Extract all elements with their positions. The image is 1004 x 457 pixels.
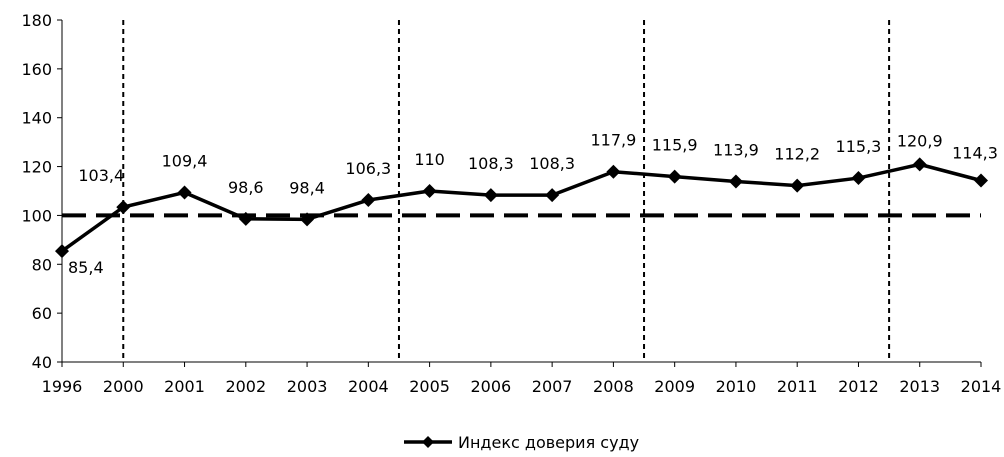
y-tick-label: 120 xyxy=(21,158,52,177)
data-label: 115,9 xyxy=(652,136,698,155)
data-label: 113,9 xyxy=(713,140,759,159)
data-point-marker xyxy=(912,157,927,172)
y-tick-label: 160 xyxy=(21,60,52,79)
x-tick-label: 2010 xyxy=(716,377,757,396)
data-label: 114,3 xyxy=(952,143,998,162)
x-tick-label: 2009 xyxy=(654,377,695,396)
chart-axes: 40 60 80 100 120 140 160 180 1996 2000 2001 2002 200… xyxy=(21,11,1001,396)
y-tick-label: 140 xyxy=(21,109,52,128)
data-label: 98,4 xyxy=(289,178,325,197)
data-label: 103,4 xyxy=(78,166,124,185)
y-tick-label: 40 xyxy=(32,353,52,372)
data-label: 109,4 xyxy=(162,151,208,170)
data-label: 112,2 xyxy=(774,145,820,164)
data-point-marker xyxy=(851,171,866,186)
x-tick-label: 2002 xyxy=(225,377,266,396)
data-point-marker xyxy=(422,184,437,198)
x-tick-label: 2000 xyxy=(103,377,144,396)
x-tick-label: 2006 xyxy=(471,377,512,396)
data-point-marker xyxy=(177,185,192,200)
x-tick-label: 2007 xyxy=(532,377,573,396)
legend: Индекс доверия суду xyxy=(404,433,639,452)
data-label: 108,3 xyxy=(468,154,514,173)
x-tick-label: 2013 xyxy=(899,377,940,396)
series-line xyxy=(60,162,982,253)
x-tick-label: 2005 xyxy=(409,377,450,396)
data-label: 115,3 xyxy=(836,137,882,156)
x-tick-label: 2014 xyxy=(961,377,1002,396)
data-label: 108,3 xyxy=(529,154,575,173)
data-label: 106,3 xyxy=(345,159,391,178)
x-tick-label: 2003 xyxy=(287,377,328,396)
data-label: 98,6 xyxy=(228,178,264,197)
series-group xyxy=(55,157,988,259)
data-point-marker xyxy=(974,173,988,188)
y-tick-label: 80 xyxy=(32,255,52,274)
x-tick-label: 2012 xyxy=(838,377,879,396)
period-dividers xyxy=(122,20,891,362)
x-tick-label: 2001 xyxy=(164,377,205,396)
x-tick-label: 2008 xyxy=(593,377,634,396)
x-tick-label: 2004 xyxy=(348,377,389,396)
y-tick-label: 180 xyxy=(21,11,52,30)
data-labels: 85,4 103,4 109,4 98,6 98,4 106,3 110 108,3 108,3… xyxy=(68,131,998,277)
y-tick-label: 60 xyxy=(32,304,52,323)
data-point-marker xyxy=(790,178,805,193)
data-point-marker xyxy=(483,188,498,203)
data-point-marker xyxy=(667,169,682,184)
data-point-marker xyxy=(238,211,253,226)
data-point-marker xyxy=(361,193,376,208)
data-point-marker xyxy=(545,188,560,203)
data-point-marker xyxy=(300,212,315,227)
x-tick-label: 2011 xyxy=(777,377,818,396)
data-point-marker xyxy=(55,244,69,259)
data-label: 110 xyxy=(414,150,445,169)
y-tick-label: 100 xyxy=(21,206,52,225)
data-label: 120,9 xyxy=(897,131,943,150)
data-label: 117,9 xyxy=(590,131,636,150)
data-point-marker xyxy=(728,174,743,189)
data-label: 85,4 xyxy=(68,258,104,277)
legend-label: Индекс доверия суду xyxy=(458,433,639,452)
legend-marker-sample xyxy=(422,436,434,448)
data-point-marker xyxy=(606,164,621,179)
data-point-marker xyxy=(116,200,131,215)
x-tick-label: 1996 xyxy=(42,377,83,396)
